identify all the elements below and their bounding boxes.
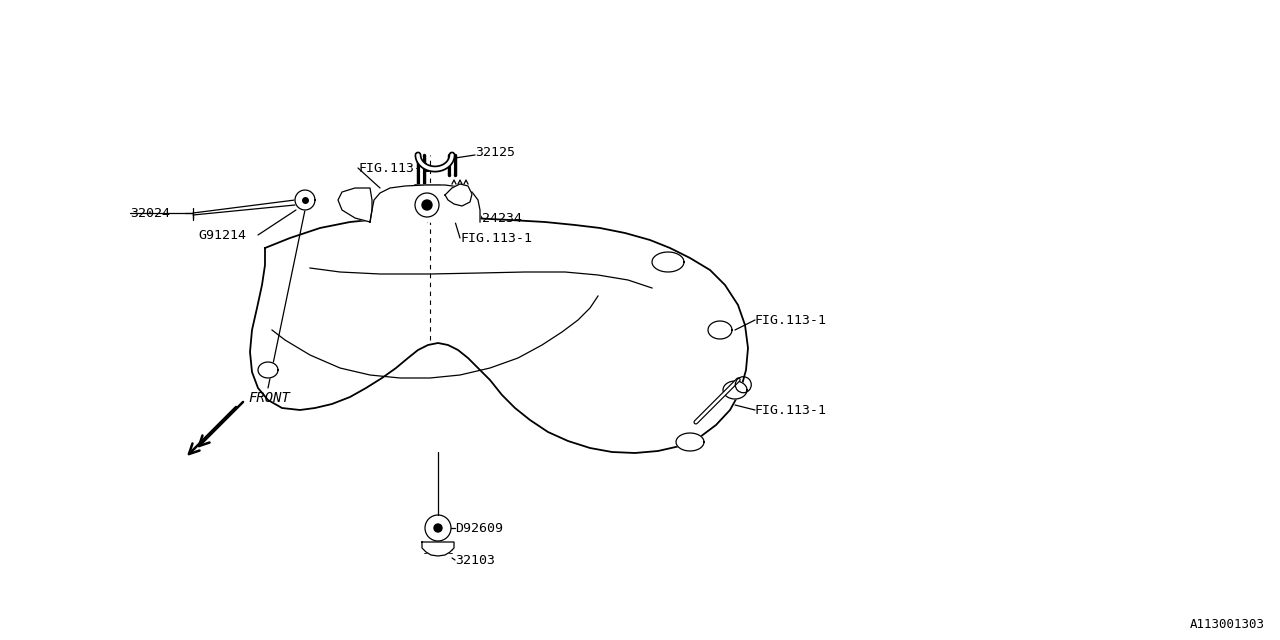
- Text: 24234: 24234: [483, 211, 522, 225]
- Circle shape: [422, 200, 433, 210]
- Polygon shape: [445, 184, 472, 206]
- Text: FIG.113-1: FIG.113-1: [755, 403, 827, 417]
- Text: A113001303: A113001303: [1190, 618, 1265, 632]
- Text: 32103: 32103: [454, 554, 495, 566]
- Text: 32024: 32024: [131, 207, 170, 220]
- Polygon shape: [676, 433, 704, 451]
- Polygon shape: [370, 185, 480, 222]
- Polygon shape: [652, 252, 684, 272]
- Text: G91214: G91214: [198, 228, 246, 241]
- Polygon shape: [250, 217, 748, 453]
- Polygon shape: [338, 188, 372, 222]
- Polygon shape: [422, 542, 454, 556]
- Text: D92609: D92609: [454, 522, 503, 534]
- Polygon shape: [259, 362, 278, 378]
- Circle shape: [434, 524, 442, 532]
- Polygon shape: [296, 190, 315, 210]
- Text: FIG.113-1: FIG.113-1: [460, 232, 532, 244]
- Text: 32125: 32125: [475, 145, 515, 159]
- Text: FIG.113-1: FIG.113-1: [358, 161, 430, 175]
- Polygon shape: [723, 381, 748, 399]
- Text: FIG.113-1: FIG.113-1: [755, 314, 827, 326]
- Text: FRONT: FRONT: [248, 391, 289, 405]
- Polygon shape: [708, 321, 732, 339]
